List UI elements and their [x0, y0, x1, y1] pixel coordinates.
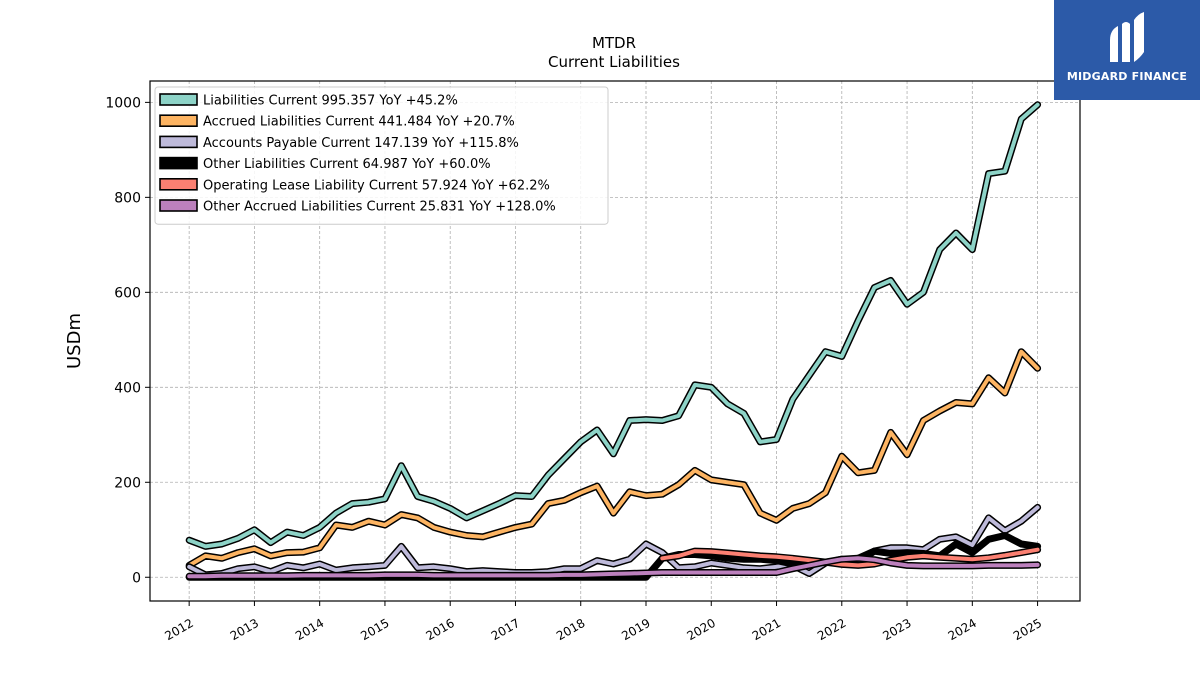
- legend-label: Accrued Liabilities Current 441.484 YoY …: [203, 115, 515, 130]
- legend: Liabilities Current 995.357 YoY +45.2% Ac…: [154, 86, 609, 225]
- y-tick-label: 800: [114, 190, 141, 206]
- legend-swatch: [159, 199, 198, 212]
- series-line-stroke: [187, 102, 1040, 549]
- series-line: [658, 546, 1042, 569]
- series-line-stroke: [187, 556, 1040, 579]
- legend-label: Other Liabilities Current 64.987 YoY +60…: [203, 157, 491, 172]
- legend-swatch: [159, 114, 198, 127]
- y-axis-label: USDm: [64, 313, 85, 369]
- series-line: [185, 554, 1042, 580]
- legend-swatch: [159, 135, 198, 149]
- y-tick-label: 400: [114, 380, 141, 396]
- brand-logo: MIDGARD FINANCE: [1054, 0, 1200, 100]
- y-tick-label: 1000: [105, 95, 141, 111]
- plot-frame: [149, 80, 1081, 602]
- legend-label: Accounts Payable Current 147.139 YoY +11…: [203, 136, 519, 151]
- brand-name: MIDGARD FINANCE: [1066, 70, 1188, 83]
- y-tick-label: 0: [132, 570, 141, 586]
- y-tick-label: 600: [114, 285, 141, 301]
- brand-mark-icon: [1110, 12, 1144, 62]
- series-line: [185, 503, 1042, 579]
- series-line-stroke: [187, 349, 1040, 568]
- legend-box: [154, 86, 609, 225]
- series-line-stroke: [660, 547, 1040, 568]
- legend-label: Other Accrued Liabilities Current 25.831…: [203, 200, 556, 215]
- chart-subtitle: Current Liabilities: [548, 53, 680, 71]
- series-line: [185, 348, 1042, 569]
- legend-swatch: [159, 178, 198, 191]
- chart-title: MTDR: [592, 34, 636, 52]
- legend-swatch: [159, 156, 198, 170]
- y-tick-label: 200: [114, 475, 141, 491]
- legend-label: Liabilities Current 995.357 YoY +45.2%: [203, 94, 458, 109]
- series-line-stroke: [187, 505, 1040, 577]
- legend-label: Operating Lease Liability Current 57.924…: [203, 178, 550, 193]
- series-layer: [185, 101, 1042, 581]
- series-line: [185, 101, 1042, 550]
- legend-swatch: [159, 93, 198, 106]
